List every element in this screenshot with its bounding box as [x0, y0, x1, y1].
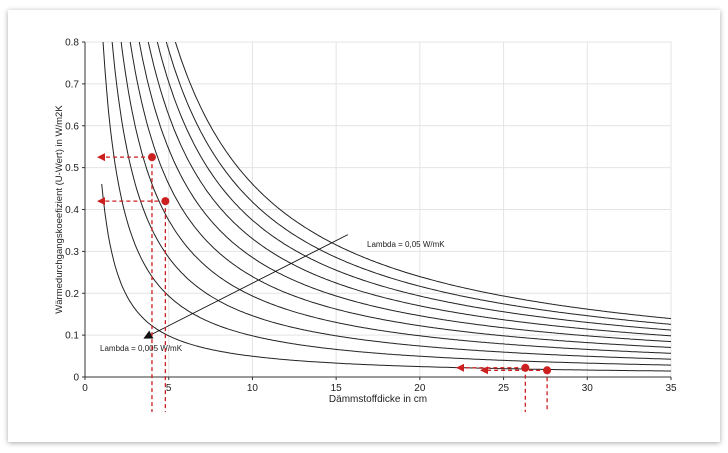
y-tick-label: 0.8 — [65, 38, 79, 49]
x-tick-label: 0 — [82, 383, 88, 394]
y-tick-label: 0.5 — [65, 163, 79, 174]
y-tick-label: 0.6 — [65, 121, 79, 132]
y-axis-title: Wärmedurchgangskoeefizient (U-Wert) in W… — [54, 105, 65, 314]
data-marker-dot — [161, 197, 170, 206]
y-tick-label: 0.4 — [65, 205, 79, 216]
x-tick-label: 5 — [166, 383, 172, 394]
u-value-curve — [102, 42, 671, 366]
x-tick-label: 30 — [582, 383, 594, 394]
y-tick-label: 0.7 — [65, 79, 79, 90]
u-value-curve — [165, 42, 671, 325]
lambda-arrow — [143, 234, 349, 339]
x-tick-label: 25 — [498, 383, 510, 394]
y-tick-label: 0.2 — [65, 289, 79, 300]
u-value-curve — [101, 183, 671, 372]
u-value-curve — [129, 42, 671, 348]
u-value-curve — [174, 42, 671, 320]
x-tick-label: 10 — [247, 383, 259, 394]
u-value-curve — [147, 42, 671, 337]
u-value-curve — [120, 42, 671, 354]
u-value-curve — [111, 42, 671, 360]
y-tick-label: 0 — [73, 373, 79, 384]
x-tick-label: 15 — [331, 383, 343, 394]
x-tick-label: 20 — [414, 383, 426, 394]
y-tick-label: 0.1 — [65, 331, 79, 342]
annotation-lambda-005: Lambda = 0,05 W/mK — [367, 240, 445, 249]
annotation-lambda-0005: Lambda = 0,005 W/mK — [100, 344, 183, 353]
data-marker-dot — [543, 366, 552, 375]
u-value-curve — [156, 42, 671, 331]
x-axis-title: Dämmstoffdicke in cm — [329, 394, 427, 405]
data-marker-dot — [147, 153, 156, 162]
y-tick-label: 0.3 — [65, 247, 79, 258]
u-value-curve — [138, 42, 671, 343]
x-tick-label: 35 — [665, 383, 677, 394]
